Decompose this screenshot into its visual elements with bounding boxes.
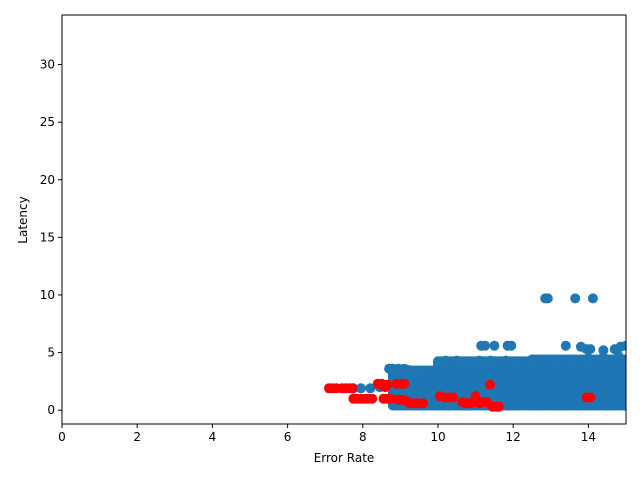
normal-point bbox=[621, 340, 626, 351]
x-tick-label: 12 bbox=[506, 430, 521, 444]
x-axis-title: Error Rate bbox=[314, 451, 375, 465]
normal-point bbox=[451, 355, 462, 366]
y-tick-label: 15 bbox=[40, 230, 55, 244]
normal-point bbox=[433, 356, 443, 367]
normal-point bbox=[585, 344, 596, 355]
y-tick-label: 25 bbox=[40, 115, 55, 129]
y-axis-ticks: 0 5 10 15 20 25 30 bbox=[40, 58, 62, 417]
anomaly-point bbox=[585, 392, 596, 403]
anomaly-point bbox=[367, 393, 378, 404]
normal-point bbox=[598, 352, 609, 363]
normal-point bbox=[570, 293, 581, 304]
anomaly-point bbox=[484, 379, 495, 390]
normal-point bbox=[500, 355, 511, 366]
y-tick-label: 0 bbox=[47, 403, 55, 417]
x-tick-label: 8 bbox=[359, 430, 367, 444]
x-tick-label: 10 bbox=[430, 430, 445, 444]
plot-frame bbox=[61, 14, 627, 425]
normal-point bbox=[515, 356, 526, 367]
y-tick-label: 30 bbox=[40, 58, 55, 72]
normal-point bbox=[480, 340, 490, 351]
normal-point bbox=[489, 340, 500, 351]
anomaly-point bbox=[347, 383, 358, 394]
normal-point bbox=[463, 356, 474, 367]
x-tick-label: 6 bbox=[284, 430, 292, 444]
points-layer bbox=[324, 293, 626, 412]
anomaly-point bbox=[382, 379, 393, 390]
normal-point bbox=[613, 351, 624, 361]
normal-point bbox=[440, 355, 451, 366]
normal-point bbox=[474, 355, 485, 366]
normal-point bbox=[365, 383, 376, 394]
anomaly-point bbox=[448, 392, 458, 403]
y-tick-label: 10 bbox=[40, 288, 55, 302]
normal-point bbox=[568, 354, 579, 365]
normal-point bbox=[355, 383, 366, 394]
x-tick-label: 4 bbox=[209, 430, 217, 444]
normal-point bbox=[553, 354, 564, 365]
x-axis-ticks: 0 2 4 6 8 10 12 14 bbox=[58, 424, 596, 444]
normal-point bbox=[587, 293, 598, 304]
x-tick-label: 14 bbox=[581, 430, 596, 444]
anomaly-point bbox=[386, 393, 396, 404]
normal-point bbox=[485, 355, 496, 366]
normal-point bbox=[560, 340, 571, 351]
normal-point bbox=[506, 340, 517, 351]
y-tick-label: 20 bbox=[40, 173, 55, 187]
x-tick-label: 0 bbox=[58, 430, 66, 444]
normal-point bbox=[542, 293, 553, 304]
normal-point bbox=[598, 345, 609, 356]
anomaly-point bbox=[493, 401, 504, 412]
anomaly-point bbox=[399, 378, 410, 389]
anomaly-point bbox=[418, 398, 428, 409]
y-axis-title: Latency bbox=[16, 196, 30, 243]
y-tick-label: 5 bbox=[47, 346, 55, 360]
normal-point bbox=[527, 354, 537, 365]
normal-point bbox=[583, 353, 594, 364]
normal-point bbox=[538, 354, 549, 365]
x-tick-label: 2 bbox=[133, 430, 141, 444]
normal-point bbox=[402, 364, 413, 375]
